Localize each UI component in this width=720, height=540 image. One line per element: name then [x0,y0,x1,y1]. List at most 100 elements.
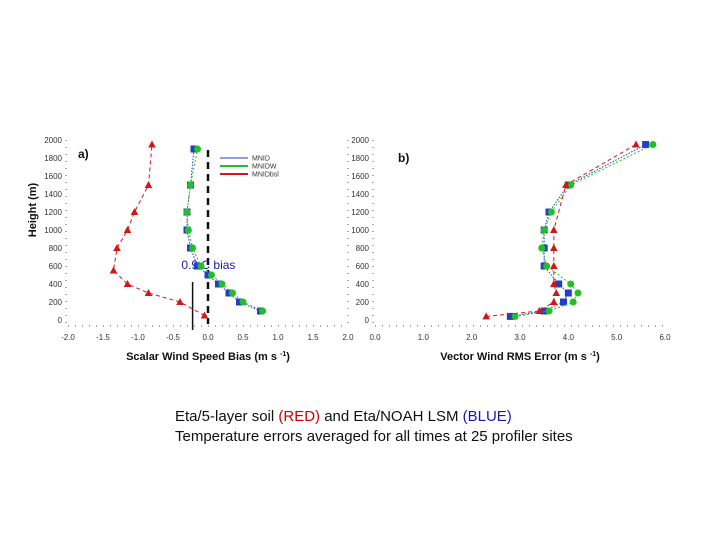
x-tick-label: -1.5 [96,333,110,342]
data-point-mnidw [197,262,205,270]
x-axis-label-end: ) [286,351,290,363]
panel-label: a) [78,147,89,161]
y-tick-label: 400 [356,280,370,289]
figure-canvas: -2.0 -1.5 -1.0 -0.5 0.0 0.5 1.0 1.5 2.0 0 200 400 60… [27,136,671,363]
x-tick-label: -0.5 [166,333,180,342]
data-point-mnidw [218,280,226,288]
y-axis-label: Height (m) [27,182,39,237]
x-tick-label: 1.0 [418,333,430,342]
data-point-mnid [564,289,572,297]
data-point-mnidw [187,181,194,189]
caption-line-2: Temperature errors averaged for all time… [175,428,573,445]
legend-label: MNID [252,156,270,163]
x-axis-label-end: ) [596,351,600,363]
data-point-mnidw [189,244,197,252]
x-axis-label-main: Vector Wind RMS Error (m s [440,351,590,363]
x-tick-label: 5.0 [611,333,623,342]
x-tick-label: 4.0 [563,333,575,342]
y-tick-label: 800 [49,244,63,253]
x-axis-label-sup: -1 [590,351,596,358]
y-tick-label: 600 [49,262,63,271]
y-tick-label: 200 [49,298,63,307]
data-point-mnidw [229,289,236,297]
data-point-mnidbsl [200,311,209,319]
data-point-mnidbsl [535,307,544,314]
data-point-mnidw [208,271,215,279]
y-tick-label: 2000 [351,136,369,145]
x-tick-label: 0.0 [202,333,214,342]
data-point-mnidbsl [144,289,153,296]
data-point-mnidbsl [144,181,153,188]
data-point-mnidbsl [550,262,558,269]
data-point-mnidbsl [550,298,558,305]
data-point-mnidw [547,208,555,216]
data-point-mnidbsl [130,208,139,215]
x-tick-label: 2.0 [342,333,354,342]
y-tick-label: 1800 [351,154,369,163]
caption-text-b: and Eta/NOAH LSM [320,408,463,425]
x-tick-label: -2.0 [61,333,75,342]
data-point-mnidw [184,226,192,234]
y-tick-label: 1000 [44,226,62,235]
x-tick-label: 3.0 [514,333,526,342]
y-tick-label: 1600 [44,172,62,181]
panel-label: b) [398,151,409,165]
y-tick-label: 0 [365,316,370,325]
data-point-mnidbsl [632,140,640,148]
data-point-mnidw [194,145,201,153]
series-line-mnidbsl [112,144,205,316]
y-tick-label: 400 [49,280,63,289]
data-point-mnidw [538,244,546,252]
chart-panel-a: -2.0 -1.5 -1.0 -0.5 0.0 0.5 1.0 1.5 2.0 0 200 400 60… [27,136,354,363]
x-axis-label-sup: -1 [280,351,286,358]
data-point-mnidw [540,226,548,234]
y-tick-label: 1400 [44,190,62,199]
data-point-mnidbsl [113,244,121,251]
caption-red-label: (RED) [278,408,321,425]
y-tick-label: 2000 [44,136,62,145]
x-tick-label: 0.5 [237,333,249,342]
data-point-mnidw [649,141,657,148]
data-point-mnidbsl [148,140,156,148]
caption-blue-label: (BLUE) [462,408,512,425]
x-tick-label: -1.0 [131,333,145,342]
data-point-mnidw [239,298,247,306]
data-point-mnidbsl [550,244,558,251]
annotation-label: 0.9 C bias [181,258,235,272]
data-point-mnid [555,280,563,288]
y-tick-label: 1200 [44,208,62,217]
x-axis-label: Vector Wind RMS Error (m s -1) [440,351,600,363]
caption-line-1: Eta/5-layer soil (RED) and Eta/NOAH LSM … [175,407,573,427]
data-point-mnid [642,141,650,148]
x-tick-label: 0.0 [369,333,381,342]
data-point-mnid [560,298,567,306]
data-point-mnidbsl [550,226,558,233]
y-tick-label: 1600 [351,172,369,181]
data-point-mnidbsl [176,298,184,305]
y-tick-label: 1400 [351,190,369,199]
data-point-mnidw [543,262,551,270]
data-point-mnidw [259,307,267,315]
legend-label: MNIDW [252,164,277,171]
x-axis-label: Scalar Wind Speed Bias (m s -1) [126,351,290,363]
x-axis-label-main: Scalar Wind Speed Bias (m s [126,351,280,363]
series-line-mnidbsl [486,144,637,317]
x-tick-label: 1.5 [307,333,319,342]
series-line-mnidw [515,144,654,317]
y-tick-label: 1000 [351,226,369,235]
data-point-mnid [540,307,548,315]
data-point-mnidbsl [550,280,558,287]
data-point-mnidw [569,298,577,306]
y-tick-label: 600 [356,262,370,271]
y-tick-label: 800 [356,244,370,253]
x-tick-label: 2.0 [466,333,478,342]
data-point-mnidbsl [123,226,132,233]
y-tick-label: 0 [58,316,63,325]
data-point-mnidbsl [482,312,490,320]
y-tick-label: 1800 [44,154,62,163]
data-point-mnidw [183,208,191,216]
data-point-mnid [506,312,514,320]
data-point-mnidw [567,280,575,288]
caption-text-a: Eta/5-layer soil [175,408,279,425]
chart-panel-b: 0.0 1.0 2.0 3.0 4.0 5.0 6.0 0 200 400 600 800 1000 12… [351,136,671,363]
